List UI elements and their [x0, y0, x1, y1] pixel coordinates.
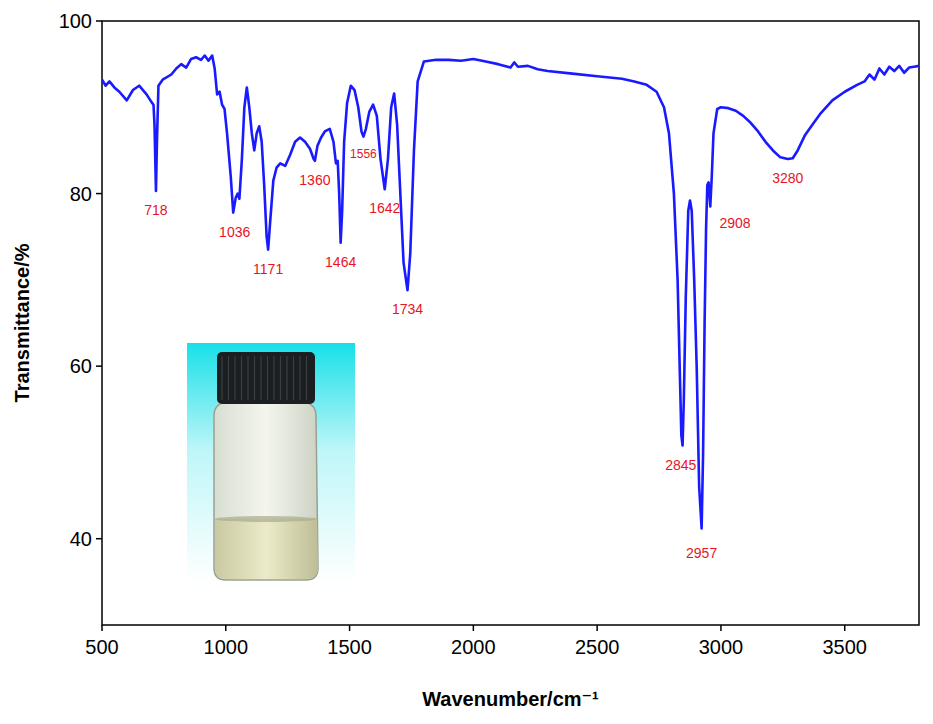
chart: 500 1000 1500 2000 2500 3000 3500 40 60 80 100 Wave…: [0, 0, 933, 724]
inset-background: [187, 343, 355, 583]
cap-ridge: [247, 356, 248, 400]
spectrum-line: [102, 56, 919, 529]
peak-label: 718: [144, 202, 168, 218]
cap-ridge: [293, 356, 294, 400]
x-tick-label: 2500: [575, 636, 620, 658]
vial-glass: [214, 402, 318, 580]
vial-liquid: [215, 519, 318, 579]
x-axis-title: Wavenumber/cm⁻¹: [422, 688, 599, 710]
peak-label: 1036: [219, 224, 250, 240]
cap-ridge: [228, 356, 229, 400]
peak-label: 1556: [350, 147, 377, 161]
peak-label: 2908: [719, 215, 750, 231]
vial-cap: [217, 352, 315, 404]
cap-ridge: [306, 356, 307, 400]
x-tick: [349, 625, 351, 631]
peak-label: 3280: [772, 170, 803, 186]
cap-ridge: [286, 356, 287, 400]
x-tick-label: 1000: [204, 636, 249, 658]
peak-label: 1734: [392, 301, 423, 317]
cap-ridge: [234, 356, 235, 400]
plot-frame: [102, 21, 919, 625]
peak-label: 1171: [253, 261, 283, 277]
y-tick-label: 100: [59, 10, 92, 32]
cap-ridge: [280, 356, 281, 400]
x-tick: [473, 625, 475, 631]
x-tick: [596, 625, 598, 631]
y-tick-label: 40: [70, 528, 92, 550]
cap-ridge: [267, 356, 268, 400]
x-tick-label: 3000: [699, 636, 744, 658]
cap-ridge: [221, 356, 222, 400]
cap-ridge: [260, 356, 261, 400]
y-tick: [96, 365, 102, 367]
x-tick: [225, 625, 227, 631]
x-tick: [720, 625, 722, 631]
cap-ridge: [254, 356, 255, 400]
x-tick: [844, 625, 846, 631]
peak-label: 1642: [369, 200, 400, 216]
y-axis-title: Transmittance/%: [11, 243, 33, 402]
x-tick-label: 500: [85, 636, 118, 658]
x-tick-label: 2000: [451, 636, 496, 658]
peak-label: 1360: [299, 172, 330, 188]
y-tick: [96, 538, 102, 540]
peak-label: 1464: [325, 254, 356, 270]
inset-photo: [187, 343, 355, 583]
cap-ridge: [241, 356, 242, 400]
liquid-surface: [215, 516, 317, 522]
x-tick: [101, 625, 103, 631]
y-tick: [96, 193, 102, 195]
peak-label: 2845: [665, 457, 696, 473]
cap-ridge: [299, 356, 300, 400]
y-tick: [96, 20, 102, 22]
x-tick-label: 3500: [822, 636, 867, 658]
y-tick-label: 60: [70, 355, 92, 377]
cap-ridge: [273, 356, 274, 400]
y-tick-label: 80: [70, 183, 92, 205]
x-tick-label: 1500: [327, 636, 372, 658]
peak-label: 2957: [686, 545, 717, 561]
plot-area: [102, 56, 919, 529]
